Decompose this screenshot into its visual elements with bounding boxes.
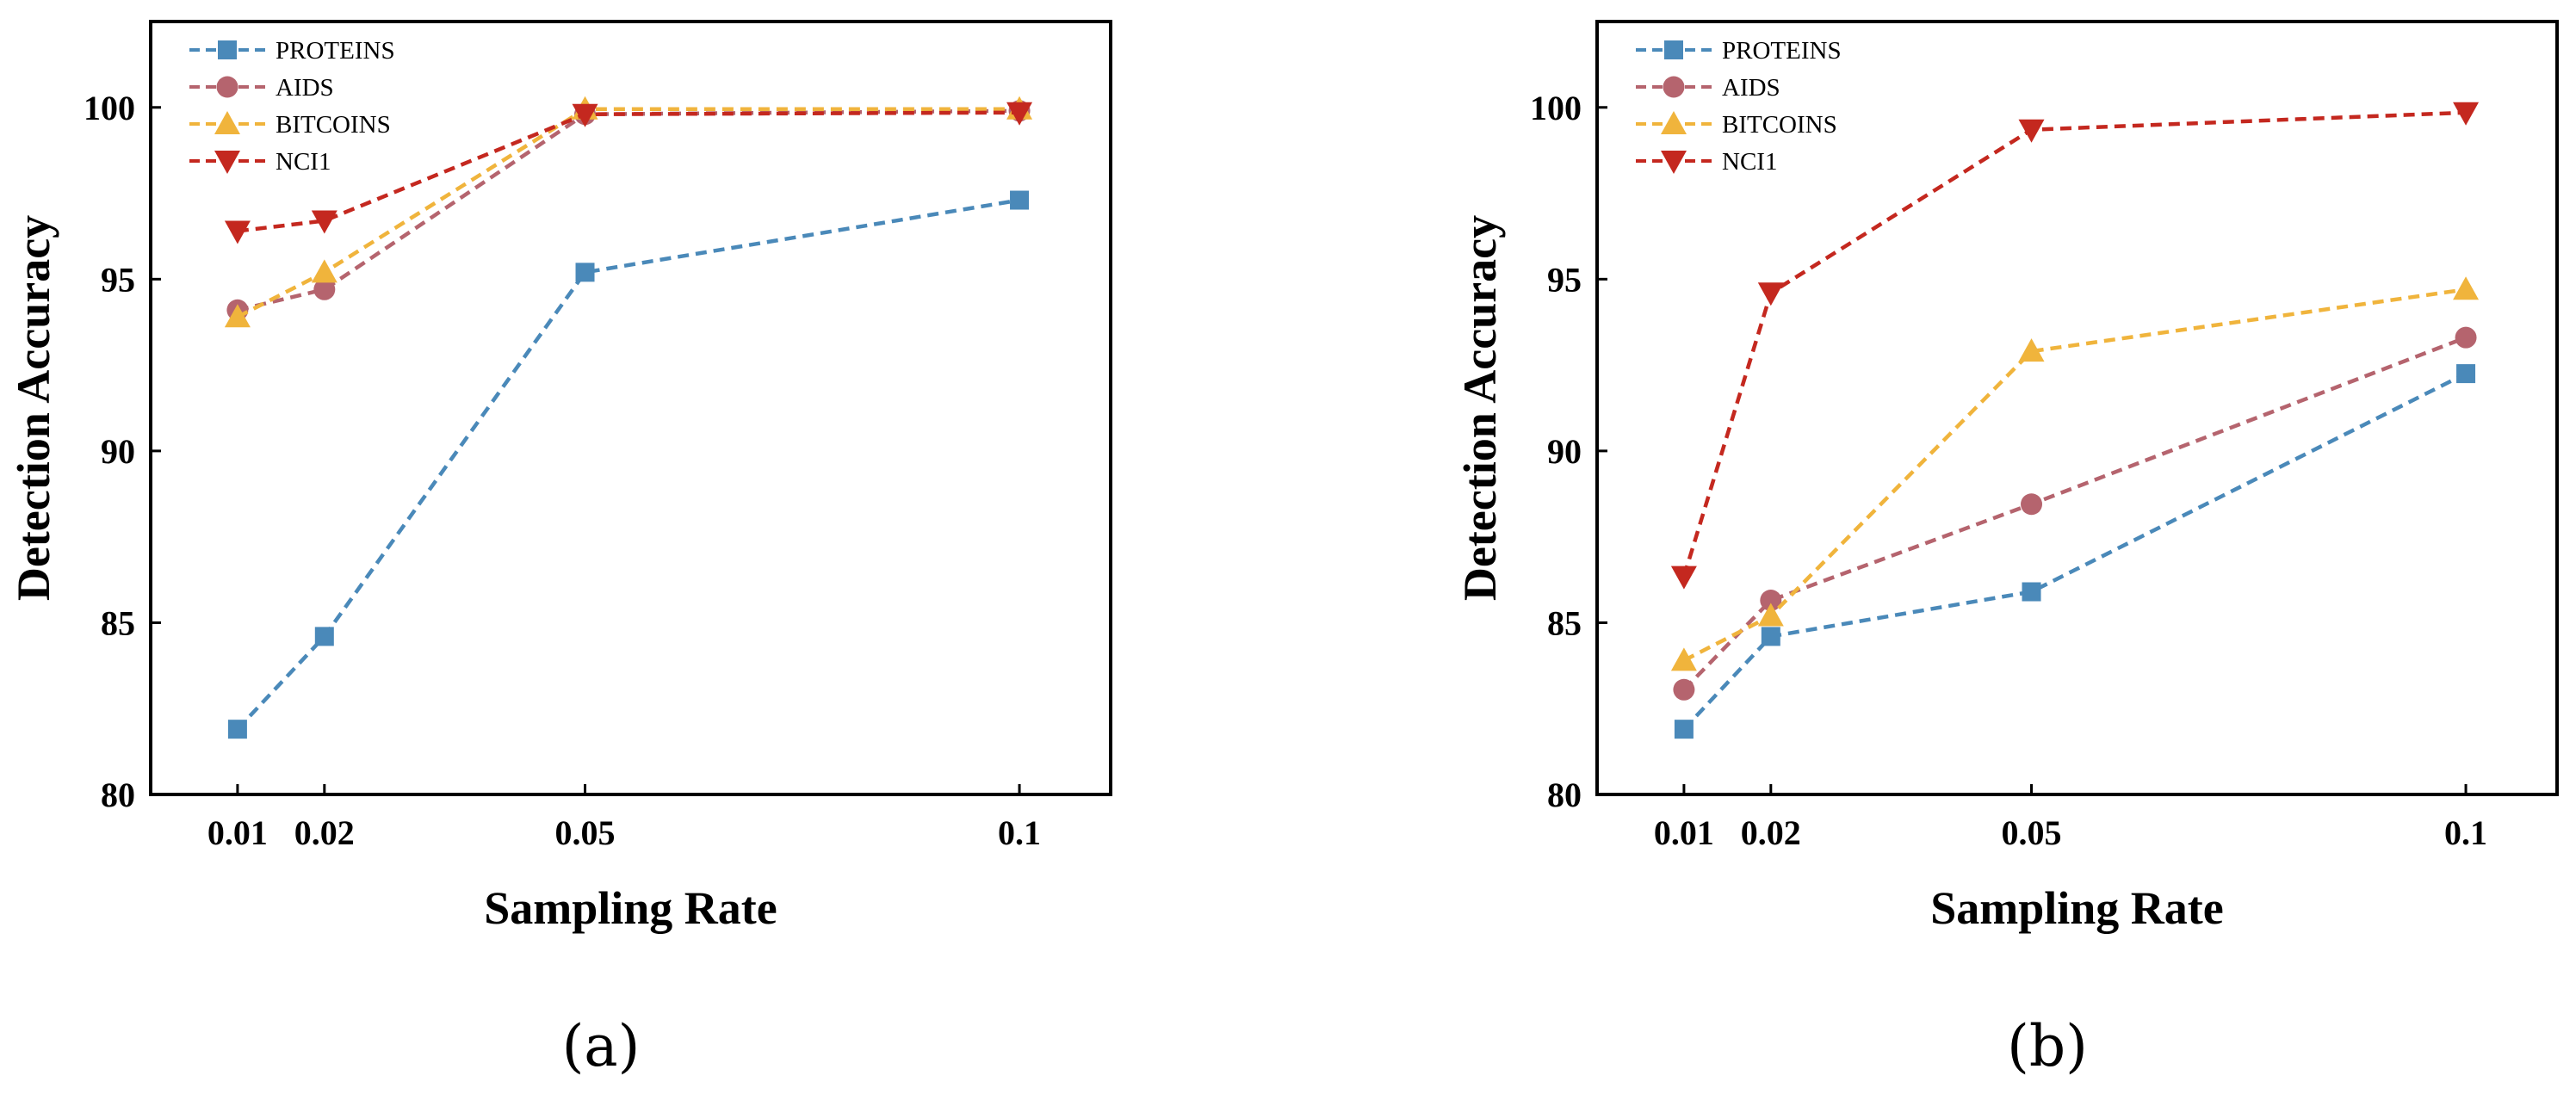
data-point-bitcoins (2453, 276, 2480, 300)
legend-marker-bitcoins (1661, 111, 1687, 134)
series-proteins (227, 190, 1030, 739)
data-point-proteins (227, 720, 247, 739)
data-point-nci1 (311, 210, 337, 234)
data-point-nci1 (1006, 102, 1033, 126)
data-point-aids (313, 278, 336, 300)
y-tick-label: 100 (84, 89, 135, 127)
x-axis-title: Sampling Rate (484, 882, 777, 934)
series-line-nci1 (237, 110, 1020, 233)
x-tick-label: 0.01 (1654, 813, 1714, 852)
data-point-proteins (1761, 627, 1780, 646)
series-aids (1673, 326, 2477, 701)
series-line-bitcoins (1682, 287, 2467, 663)
data-point-proteins (1010, 190, 1030, 210)
data-point-nci1 (572, 103, 598, 127)
y-tick-label: 100 (1530, 89, 1582, 127)
legend-marker-nci1 (1661, 151, 1687, 174)
plot-frame (1595, 20, 2559, 796)
x-axis-title: Sampling Rate (1930, 882, 2224, 934)
legend: PROTEINS AIDS BITCOINS NCI1 (1636, 37, 1842, 176)
y-tick-label: 80 (1547, 776, 1582, 814)
data-point-bitcoins (224, 304, 251, 328)
series-proteins (1674, 364, 2476, 739)
data-point-aids (1760, 590, 1782, 612)
y-axis-title: Detection Accuracy (1454, 215, 1506, 601)
legend-label-nci1: NCI1 (1722, 148, 1777, 176)
data-point-nci1 (1670, 566, 1697, 590)
x-tick-label: 0.05 (2002, 813, 2062, 852)
plot-frame (149, 20, 1112, 796)
chart-panel-a: 80 85 90 95 100 0.01 0.02 0.05 0.1 Sampling Rate D… (8, 20, 1112, 934)
data-point-bitcoins (311, 259, 337, 283)
data-point-bitcoins (2018, 338, 2045, 362)
x-tick-label: 0.01 (207, 813, 268, 852)
series-line-bitcoins (236, 107, 1020, 319)
data-point-nci1 (2018, 119, 2045, 143)
legend-label-proteins: PROTEINS (1722, 37, 1842, 65)
x-tick-label: 0.02 (294, 813, 355, 852)
series-bitcoins (1670, 276, 2480, 671)
data-point-proteins (314, 627, 334, 646)
x-tick-label: 0.1 (998, 813, 1041, 852)
y-tick-label: 85 (101, 603, 135, 642)
data-point-aids (2455, 326, 2477, 349)
y-tick-label: 80 (101, 776, 135, 814)
legend-marker-aids (1663, 76, 1685, 98)
legend-marker-proteins (1664, 40, 1683, 59)
legend-marker-bitcoins (214, 111, 240, 134)
series-line-aids (1682, 336, 2467, 691)
y-axis-title: Detection Accuracy (8, 215, 59, 601)
data-point-proteins (2456, 364, 2476, 384)
legend-label-bitcoins: BITCOINS (276, 111, 391, 139)
panel-label-b: (b) (2007, 1013, 2088, 1079)
legend-marker-proteins (218, 40, 237, 59)
y-tick-label: 85 (1547, 603, 1582, 642)
series-nci1 (1670, 102, 2480, 590)
x-tick-label: 0.02 (1741, 813, 1801, 852)
data-point-proteins (2022, 582, 2041, 602)
legend-label-proteins: PROTEINS (276, 37, 395, 65)
data-point-proteins (1674, 720, 1694, 739)
legend-label-aids: AIDS (1722, 74, 1780, 102)
series-line-aids (237, 108, 1020, 312)
x-tick-label: 0.05 (555, 813, 616, 852)
data-point-nci1 (2453, 102, 2480, 126)
y-tick-label: 90 (1547, 432, 1582, 471)
series-line-nci1 (1681, 110, 2467, 578)
data-point-aids (1673, 678, 1695, 701)
legend-label-bitcoins: BITCOINS (1722, 111, 1837, 139)
data-point-nci1 (1757, 282, 1784, 306)
series-line-proteins (236, 198, 1020, 731)
legend-label-nci1: NCI1 (276, 148, 331, 176)
y-tick-label: 95 (101, 260, 135, 299)
legend: PROTEINS AIDS BITCOINS NCI1 (189, 37, 395, 176)
series-line-proteins (1682, 372, 2468, 731)
y-tick-label: 95 (1547, 260, 1582, 299)
x-tick-label: 0.1 (2444, 813, 2487, 852)
legend-marker-nci1 (214, 151, 240, 174)
data-point-bitcoins (1670, 647, 1697, 671)
data-point-bitcoins (1757, 603, 1784, 627)
data-point-proteins (575, 263, 595, 282)
panel-label-a: (a) (562, 1013, 641, 1079)
legend-marker-aids (216, 76, 238, 98)
data-point-nci1 (224, 220, 251, 244)
legend-label-aids: AIDS (276, 74, 334, 102)
series-nci1 (224, 102, 1033, 244)
data-point-aids (2021, 493, 2043, 516)
chart-panel-b: 80 85 90 95 100 0.01 0.02 0.05 0.1 Sampling Rate D… (1454, 20, 2559, 934)
y-tick-label: 90 (101, 432, 135, 471)
